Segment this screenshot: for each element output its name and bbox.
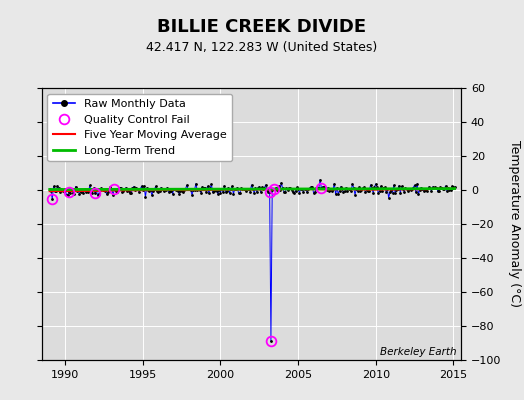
Text: BILLIE CREEK DIVIDE: BILLIE CREEK DIVIDE [157,18,367,36]
Legend: Raw Monthly Data, Quality Control Fail, Five Year Moving Average, Long-Term Tren: Raw Monthly Data, Quality Control Fail, … [48,94,233,161]
Text: 42.417 N, 122.283 W (United States): 42.417 N, 122.283 W (United States) [146,41,378,54]
Text: Berkeley Earth: Berkeley Earth [380,347,457,357]
Y-axis label: Temperature Anomaly (°C): Temperature Anomaly (°C) [508,140,521,308]
